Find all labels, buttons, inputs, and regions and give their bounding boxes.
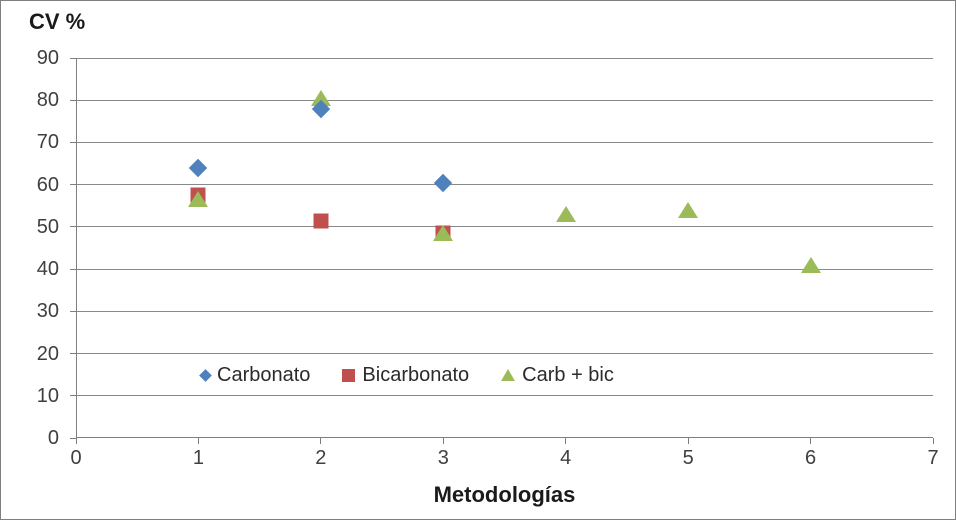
y-tick <box>70 141 76 143</box>
horizontal-gridline <box>76 184 933 186</box>
legend-item-carb-bic: Carb + bic <box>501 361 614 389</box>
y-tick-label: 70 <box>36 131 59 154</box>
x-tick <box>932 438 934 444</box>
plot-area <box>70 57 934 444</box>
data-point-carb-bic <box>188 191 209 208</box>
diamond-icon <box>199 368 212 382</box>
x-tick-label: 3 <box>437 447 449 469</box>
triangle-icon <box>501 369 516 381</box>
y-tick <box>70 99 76 101</box>
y-axis-title: CV % <box>29 9 86 34</box>
horizontal-gridline <box>76 310 933 312</box>
x-tick <box>197 438 199 444</box>
y-tick-label: 90 <box>36 47 59 69</box>
data-point-carbonato <box>434 173 453 192</box>
x-tick-label: 7 <box>927 447 939 469</box>
y-tick <box>70 437 76 439</box>
data-point-carb-bic <box>310 90 331 107</box>
y-tick <box>70 226 76 228</box>
x-tick <box>565 438 567 444</box>
y-tick-label: 0 <box>47 427 59 449</box>
horizontal-gridline <box>76 268 933 270</box>
legend: Carbonato Bicarbonato Carb + bic <box>199 361 614 389</box>
legend-label: Carb + bic <box>522 363 614 386</box>
horizontal-gridline <box>76 99 933 101</box>
x-tick <box>687 438 689 444</box>
x-axis-title: Metodologías <box>433 482 576 507</box>
y-tick <box>70 57 76 59</box>
legend-item-bicarbonato: Bicarbonato <box>342 361 469 389</box>
y-tick <box>70 184 76 186</box>
data-point-carb-bic <box>433 225 454 242</box>
y-axis-line <box>76 58 77 444</box>
x-tick <box>442 438 444 444</box>
y-tick-label: 60 <box>36 173 59 196</box>
y-tick-label: 10 <box>36 384 59 407</box>
y-tick-label: 40 <box>36 258 59 281</box>
x-tick-label: 2 <box>315 447 327 469</box>
legend-item-carbonato: Carbonato <box>199 361 311 389</box>
data-point-carb-bic <box>800 256 821 273</box>
x-tick-label: 1 <box>192 447 204 469</box>
y-tick <box>70 310 76 312</box>
x-tick-label: 5 <box>682 447 694 469</box>
horizontal-gridline <box>76 395 933 397</box>
legend-label: Bicarbonato <box>362 363 470 386</box>
x-tick <box>810 438 812 444</box>
horizontal-gridline <box>76 353 933 355</box>
y-tick <box>70 268 76 270</box>
data-point-carb-bic <box>678 202 699 218</box>
x-tick-label: 6 <box>805 447 817 469</box>
x-tick <box>320 438 322 444</box>
y-tick <box>70 353 76 355</box>
horizontal-gridline <box>76 57 933 59</box>
x-tick-label: 4 <box>560 447 572 469</box>
x-tick-label: 0 <box>70 447 82 469</box>
y-tick-label: 80 <box>36 89 59 112</box>
y-tick <box>70 395 76 397</box>
x-axis-line <box>76 437 933 438</box>
y-tick-label: 30 <box>36 300 59 323</box>
horizontal-gridline <box>76 141 933 143</box>
legend-label: Carbonato <box>217 363 311 386</box>
y-tick-label: 20 <box>36 342 59 365</box>
horizontal-gridline <box>76 226 933 228</box>
data-point-carb-bic <box>555 206 576 223</box>
data-point-bicarbonato <box>313 213 329 229</box>
y-tick-label: 50 <box>36 215 59 238</box>
square-icon <box>342 368 356 382</box>
data-point-carbonato <box>189 158 208 177</box>
